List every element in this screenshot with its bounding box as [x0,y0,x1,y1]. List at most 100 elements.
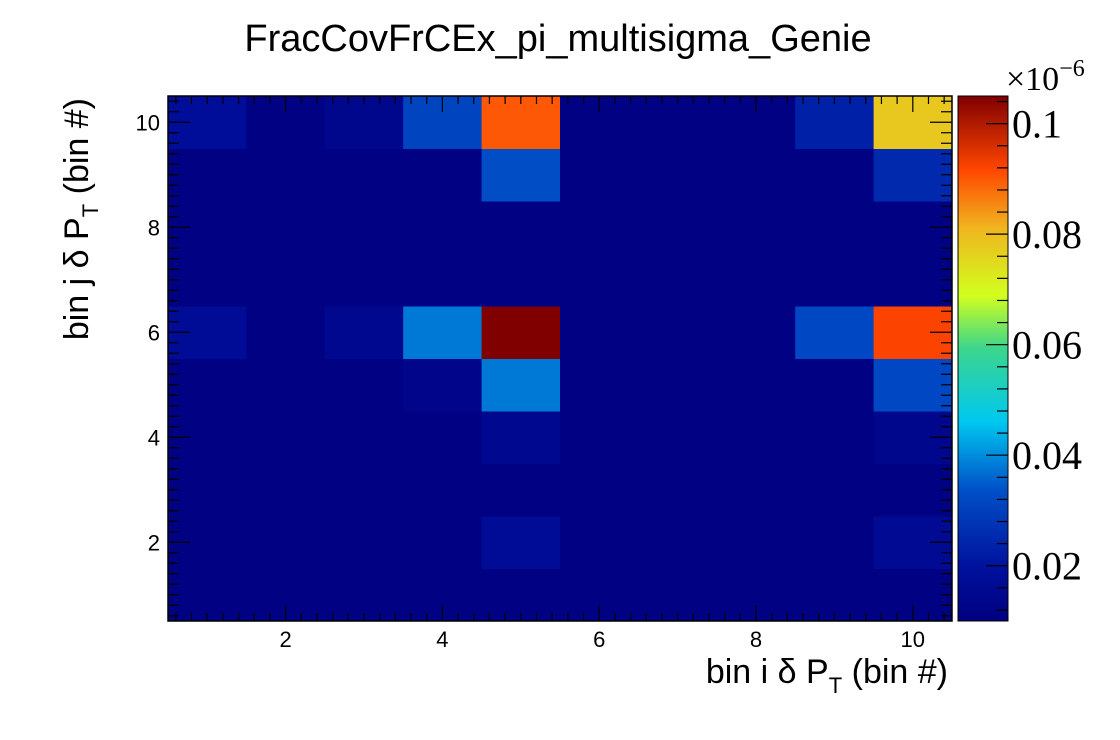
heatmap-cell [638,306,718,359]
heatmap-cell [403,463,483,517]
heatmap-cell [716,411,796,464]
heatmap-cell [246,516,326,569]
heatmap-cell [481,148,561,202]
heatmap-cell [638,201,718,254]
heatmap-cell [168,148,247,202]
y-axis-label: bin j δ PT (bin #) [58,98,103,340]
heatmap-cell [246,201,326,254]
heatmap-cell [246,463,326,517]
y-axis: 2 4 6 8 10 [136,100,952,617]
heatmap-cell [481,306,561,359]
heatmap-cell [638,568,718,622]
heatmap-cell [873,148,953,202]
heatmap-cell [403,516,483,569]
heatmap-cell [795,96,875,149]
heatmap-cell [795,411,875,464]
heatmap-cell [560,148,639,202]
heatmap-cell [403,358,483,412]
y-tick-label: 8 [148,215,160,240]
heatmap-cell [716,306,796,359]
heatmap-cell [795,306,875,359]
heatmap-cell [795,568,875,622]
heatmap-cell [716,253,796,307]
heatmap-cell [560,253,639,307]
heatmap-cell [795,253,875,307]
heatmap-cell [403,411,483,464]
heatmap-cell [246,411,326,464]
heatmap-cell [873,253,953,307]
heatmap-cell [716,463,796,517]
heatmap-cell [481,568,561,622]
heatmap-cell [638,148,718,202]
heatmap-cell [873,463,953,517]
heatmap-cell [324,568,404,622]
heatmap-cell [638,463,718,517]
heatmap-cell [795,148,875,202]
heatmap-cell [560,516,639,569]
heatmap-cell [481,253,561,307]
heatmap-cell [716,358,796,412]
y-tick-label: 2 [148,530,160,555]
heatmap-cell [246,148,326,202]
x-tick-label: 2 [279,627,291,652]
heatmap-cell [246,358,326,412]
heatmap-cell [560,201,639,254]
color-scale-tick-label: 0.06 [1012,323,1082,368]
heatmap-cell [324,358,404,412]
heatmap-cell [638,358,718,412]
heatmap-cell [873,358,953,412]
heatmap-cell [560,463,639,517]
heatmap-cell [324,96,404,149]
color-scale-axis: 0.02 0.04 0.06 0.08 0.1 [986,100,1082,611]
heatmap-cell [403,148,483,202]
heatmap-cell [795,201,875,254]
heatmap-cell [481,358,561,412]
heatmap-cell [403,201,483,254]
heatmap-cell [716,148,796,202]
heatmap-cell [403,306,483,359]
x-tick-label: 10 [901,627,925,652]
color-scale-tick-label: 0.08 [1012,212,1082,257]
color-scale-tick-label: 0.1 [1012,102,1062,147]
heatmap-cell [638,411,718,464]
heatmap-cell [795,463,875,517]
color-scale-exponent: ×10−6 [1006,56,1085,98]
heatmap-cell [716,516,796,569]
heatmap-cell [638,96,718,149]
x-tick-label: 6 [593,627,605,652]
chart-title: FracCovFrCEx_pi_multisigma_Genie [244,17,872,60]
heatmap-cell [560,411,639,464]
heatmap-cell [481,411,561,464]
x-tick-label: 4 [436,627,448,652]
heatmap-cell [403,253,483,307]
y-tick-label: 6 [148,320,160,345]
x-tick-label: 8 [750,627,762,652]
heatmap-cells [168,96,953,622]
heatmap-cell [324,411,404,464]
heatmap-cell [481,516,561,569]
heatmap-cell [638,516,718,569]
heatmap-cell [481,201,561,254]
heatmap-cell [324,516,404,569]
color-scale-tick-label: 0.02 [1012,544,1082,589]
color-scale-tick-label: 0.04 [1012,433,1082,478]
heatmap-cell [481,96,561,149]
heatmap-cell [324,253,404,307]
heatmap-cell [168,568,247,622]
heatmap-cell [481,463,561,517]
x-axis: 2 4 6 8 10 [175,96,945,652]
heatmap-cell [324,306,404,359]
plot-frame [167,95,953,622]
heatmap-cell [638,253,718,307]
color-scale-bar [957,95,1009,622]
heatmap-cell [168,358,247,412]
heatmap-cell [795,516,875,569]
heatmap-cell [324,463,404,517]
heatmap-cell [560,358,639,412]
heatmap-cell [246,253,326,307]
heatmap-cell [168,463,247,517]
heatmap-cell [795,358,875,412]
heatmap-cell [246,306,326,359]
heatmap-cell [324,148,404,202]
